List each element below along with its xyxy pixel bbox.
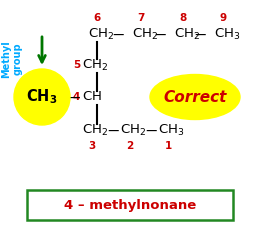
Text: $-$: $-$ bbox=[144, 123, 158, 138]
Text: $\mathregular{CH}$: $\mathregular{CH}$ bbox=[82, 91, 102, 104]
Text: 4 – methylnonane: 4 – methylnonane bbox=[64, 198, 196, 212]
Text: $\mathregular{CH_2}$: $\mathregular{CH_2}$ bbox=[132, 27, 158, 42]
FancyBboxPatch shape bbox=[27, 190, 233, 220]
Text: $-$: $-$ bbox=[153, 27, 167, 42]
Text: 3: 3 bbox=[88, 141, 96, 151]
Text: Correct: Correct bbox=[163, 89, 227, 104]
Text: $\mathregular{CH_2}$: $\mathregular{CH_2}$ bbox=[82, 57, 108, 73]
Text: $-$: $-$ bbox=[193, 27, 207, 42]
Text: 6: 6 bbox=[93, 13, 101, 23]
Text: $-$: $-$ bbox=[106, 123, 120, 138]
Ellipse shape bbox=[150, 74, 240, 119]
Text: 9: 9 bbox=[219, 13, 226, 23]
Text: 2: 2 bbox=[126, 141, 134, 151]
Text: 4: 4 bbox=[73, 92, 80, 102]
Text: $\mathregular{CH_2}$: $\mathregular{CH_2}$ bbox=[88, 27, 114, 42]
Text: $\mathregular{CH_2}$: $\mathregular{CH_2}$ bbox=[120, 122, 146, 138]
Text: $\mathregular{CH_3}$: $\mathregular{CH_3}$ bbox=[158, 122, 184, 138]
Text: 8: 8 bbox=[179, 13, 187, 23]
Text: $\mathregular{CH_2}$: $\mathregular{CH_2}$ bbox=[82, 122, 108, 138]
Text: $-$: $-$ bbox=[111, 27, 125, 42]
Text: 1: 1 bbox=[164, 141, 172, 151]
Circle shape bbox=[14, 69, 70, 125]
Text: Methyl
group: Methyl group bbox=[1, 40, 23, 78]
Text: $-$: $-$ bbox=[67, 89, 81, 104]
Text: $\mathregular{CH_2}$: $\mathregular{CH_2}$ bbox=[174, 27, 200, 42]
Text: 5: 5 bbox=[73, 60, 80, 70]
Text: $\mathregular{CH_3}$: $\mathregular{CH_3}$ bbox=[26, 88, 58, 106]
Text: $\mathregular{CH_3}$: $\mathregular{CH_3}$ bbox=[214, 27, 240, 42]
Text: 7: 7 bbox=[137, 13, 145, 23]
